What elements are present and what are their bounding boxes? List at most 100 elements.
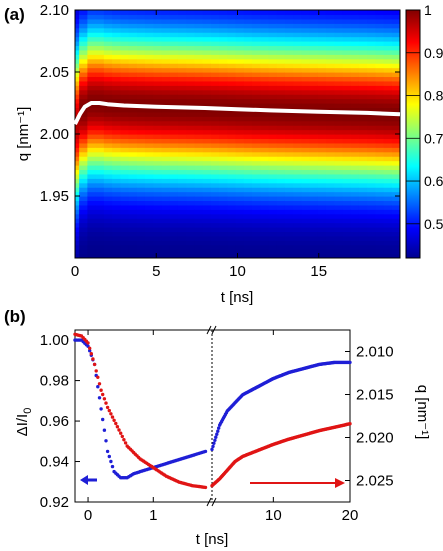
heatmap-cell: [309, 218, 319, 224]
heatmap-cell: [210, 120, 220, 126]
heatmap-cell: [210, 253, 220, 258]
heatmap-cell: [350, 213, 360, 219]
heatmap-cell: [210, 182, 220, 188]
heatmap-cell: [120, 156, 130, 162]
heatmap-cell: [375, 147, 385, 153]
heatmap-cell: [87, 58, 97, 64]
heatmap-cell: [301, 156, 311, 162]
heatmap-cell: [293, 80, 302, 86]
heatmap-cell: [301, 67, 311, 73]
panel-b-series: [73, 332, 352, 490]
heatmap-cell: [169, 196, 179, 202]
heatmap-cell: [112, 173, 121, 179]
heatmap-cell: [367, 173, 376, 179]
heatmap-cell: [136, 125, 146, 131]
heatmap-cell: [383, 80, 393, 86]
heatmap-cell: [169, 134, 179, 140]
heatmap-cell: [301, 160, 311, 166]
heatmap-cell: [227, 18, 237, 24]
heatmap-cell: [227, 85, 237, 91]
heatmap-cell: [350, 244, 360, 250]
heatmap-cell: [325, 54, 335, 60]
heatmap-cell: [276, 191, 286, 197]
heatmap-cell: [260, 253, 269, 258]
heatmap-cell: [103, 67, 113, 73]
heatmap-cell: [342, 227, 352, 233]
heatmap-cell: [235, 41, 245, 47]
heatmap-cell: [186, 80, 195, 86]
x-tick-label: 0: [71, 263, 79, 280]
heatmap-cell: [284, 209, 294, 215]
heatmap-cell: [153, 231, 163, 237]
heatmap-cell: [358, 107, 368, 113]
heatmap-cell: [177, 142, 187, 148]
series-point: [97, 382, 102, 386]
heatmap-cell: [153, 107, 163, 113]
heatmap-cell: [284, 165, 294, 171]
heatmap-cell: [358, 244, 368, 250]
heatmap-cell: [276, 156, 286, 162]
heatmap-cell: [358, 178, 368, 184]
heatmap-cell: [186, 72, 195, 78]
heatmap-cell: [227, 76, 237, 82]
heatmap-cell: [95, 116, 105, 122]
heatmap-cell: [210, 27, 220, 33]
heatmap-cell: [334, 107, 344, 113]
heatmap-cell: [103, 45, 113, 51]
heatmap-cell: [210, 187, 220, 193]
heatmap-cell: [358, 120, 368, 126]
heatmap-cell: [251, 231, 261, 237]
heatmap-cell: [268, 129, 278, 135]
heatmap-cell: [284, 23, 294, 29]
heatmap-cell: [334, 85, 344, 91]
heatmap-cell: [268, 32, 278, 38]
heatmap-cell: [309, 240, 319, 246]
heatmap-cell: [128, 94, 138, 100]
heatmap-cell: [112, 116, 121, 122]
heatmap-cell: [161, 54, 171, 60]
heatmap-cell: [268, 89, 278, 95]
heatmap-cell: [243, 191, 253, 197]
heatmap-cell: [202, 32, 212, 38]
heatmap-cell: [293, 244, 302, 250]
heatmap-cell: [251, 72, 261, 78]
colorbar-tick-label: 0.9: [424, 45, 443, 61]
heatmap-cell: [75, 67, 80, 73]
heatmap-cell: [251, 178, 261, 184]
heatmap-cell: [153, 10, 163, 16]
heatmap-cell: [120, 187, 130, 193]
heatmap-cell: [391, 178, 400, 184]
heatmap-cell: [219, 249, 228, 255]
heatmap-cell: [358, 235, 368, 241]
heatmap-cell: [186, 244, 195, 250]
heatmap-cell: [342, 14, 352, 20]
heatmap-cell: [251, 222, 261, 228]
heatmap-cell: [325, 49, 335, 55]
heatmap-cell: [276, 63, 286, 69]
heatmap-cell: [350, 116, 360, 122]
heatmap-cell: [227, 209, 237, 215]
heatmap-cell: [75, 169, 80, 175]
heatmap-cell: [79, 23, 88, 29]
heatmap-cell: [268, 103, 278, 109]
heatmap-cell: [350, 235, 360, 241]
heatmap-cell: [136, 111, 146, 117]
heatmap-cell: [284, 10, 294, 16]
heatmap-cell: [161, 218, 171, 224]
colorbar-tick-label: 0.7: [424, 130, 443, 146]
heatmap-cell: [383, 125, 393, 131]
heatmap-cell: [309, 45, 319, 51]
heatmap-cell: [161, 240, 171, 246]
heatmap-cell: [161, 209, 171, 215]
heatmap-cell: [112, 147, 121, 153]
heatmap-cell: [202, 249, 212, 255]
heatmap-cell: [79, 116, 88, 122]
heatmap-cell: [334, 76, 344, 82]
heatmap-cell: [144, 235, 154, 241]
heatmap-cell: [325, 231, 335, 237]
heatmap-cell: [95, 200, 105, 206]
heatmap-cell: [251, 196, 261, 202]
heatmap-cell: [309, 138, 319, 144]
heatmap-cell: [120, 45, 130, 51]
heatmap-cell: [375, 187, 385, 193]
